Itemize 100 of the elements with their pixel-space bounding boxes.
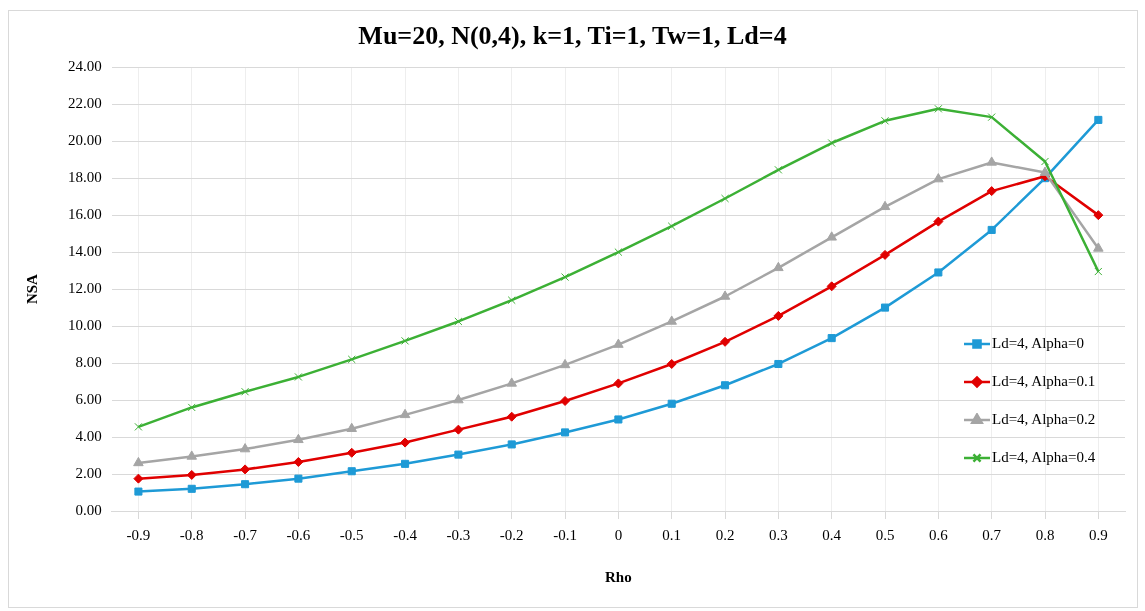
point <box>401 459 410 468</box>
point <box>666 315 677 325</box>
point <box>721 194 730 203</box>
y-tick-label: 6.00 <box>75 390 102 407</box>
point <box>401 336 410 345</box>
point <box>399 408 411 419</box>
point <box>666 358 677 369</box>
y-tick-label: 12.00 <box>68 280 102 297</box>
y-tick-label: 10.00 <box>68 317 102 334</box>
point <box>1094 115 1103 124</box>
x-tick-label: -0.6 <box>286 526 311 543</box>
legend-label: Ld=4, Alpha=0.2 <box>992 411 1096 429</box>
point <box>134 422 143 431</box>
point <box>774 165 783 174</box>
point <box>346 422 357 432</box>
point <box>133 473 144 484</box>
point <box>347 355 356 364</box>
point <box>827 334 836 343</box>
point <box>187 484 196 493</box>
point <box>1093 242 1104 252</box>
point <box>879 200 891 211</box>
point <box>1039 166 1051 176</box>
point <box>133 456 144 467</box>
x-tick-label: -0.9 <box>126 526 151 543</box>
point <box>241 480 250 489</box>
x-tick-label: 0.5 <box>875 526 895 543</box>
x-axis-title: Rho <box>605 568 632 585</box>
x-tick-label: -0.2 <box>499 526 524 543</box>
y-tick-label: 24.00 <box>68 58 102 75</box>
point <box>826 231 837 241</box>
point <box>613 338 624 348</box>
point <box>880 249 891 260</box>
point <box>826 281 837 292</box>
point <box>827 138 836 148</box>
point <box>506 411 517 422</box>
y-tick-label: 14.00 <box>68 243 102 260</box>
x-tick-label: -0.5 <box>339 526 364 543</box>
point <box>773 261 784 272</box>
x-tick-label: 0.9 <box>1088 526 1108 543</box>
point <box>986 156 997 166</box>
point <box>667 222 676 231</box>
y-tick-label: 20.00 <box>68 132 102 149</box>
point <box>773 310 784 321</box>
point <box>347 467 356 476</box>
y-tick-label: 2.00 <box>75 464 102 481</box>
point <box>294 474 303 483</box>
point <box>186 450 198 460</box>
point <box>346 447 357 458</box>
y-tick-label: 22.00 <box>68 95 102 112</box>
point <box>507 296 516 305</box>
point <box>933 173 944 183</box>
point <box>933 216 944 227</box>
point <box>239 443 251 453</box>
point <box>934 268 943 277</box>
point <box>294 372 303 381</box>
point <box>934 104 943 113</box>
point <box>559 358 571 369</box>
point <box>134 487 143 496</box>
point <box>986 186 997 197</box>
x-tick-label: 0.3 <box>768 526 788 543</box>
y-tick-label: 16.00 <box>68 206 102 223</box>
point <box>293 433 304 444</box>
point <box>720 336 731 347</box>
y-axis-title: NSA <box>23 273 40 305</box>
x-tick-label: -0.4 <box>393 526 418 543</box>
point <box>454 450 463 459</box>
point <box>1094 267 1103 276</box>
point <box>614 415 623 424</box>
y-tick-label: 8.00 <box>75 354 102 370</box>
legend-label: Ld=4, Alpha=0 <box>992 335 1084 353</box>
legend-label: Ld=4, Alpha=0.4 <box>992 449 1096 467</box>
point <box>186 469 197 480</box>
y-tick-label: 0.00 <box>75 501 102 518</box>
point <box>507 440 516 449</box>
x-tick-label: -0.7 <box>233 526 258 543</box>
y-tick-label: 4.00 <box>75 427 102 444</box>
point <box>667 399 676 408</box>
x-tick-label: 0.4 <box>822 526 842 543</box>
point <box>453 424 464 435</box>
point <box>1040 157 1050 166</box>
x-tick-label: 0.7 <box>982 526 1002 543</box>
point <box>721 381 730 390</box>
point <box>400 437 411 448</box>
point <box>987 113 996 122</box>
point <box>453 394 464 404</box>
point <box>241 387 250 396</box>
point <box>561 273 570 282</box>
x-tick-label: -0.1 <box>553 526 577 543</box>
x-tick-label: 0.1 <box>662 526 682 543</box>
x-tick-label: 0 <box>614 526 623 543</box>
point <box>454 317 463 326</box>
point <box>614 248 623 257</box>
chart-title: Mu=20, N(0,4), k=1, Ti=1, Tw=1, Ld=4 <box>358 21 787 51</box>
x-tick-label: -0.3 <box>446 526 471 543</box>
x-tick-label: 0.8 <box>1035 526 1055 543</box>
y-tick-label: 18.00 <box>68 169 102 186</box>
point <box>774 359 783 369</box>
point <box>293 457 304 467</box>
point <box>187 403 196 412</box>
legend-label: Ld=4, Alpha=0.1 <box>992 373 1096 391</box>
